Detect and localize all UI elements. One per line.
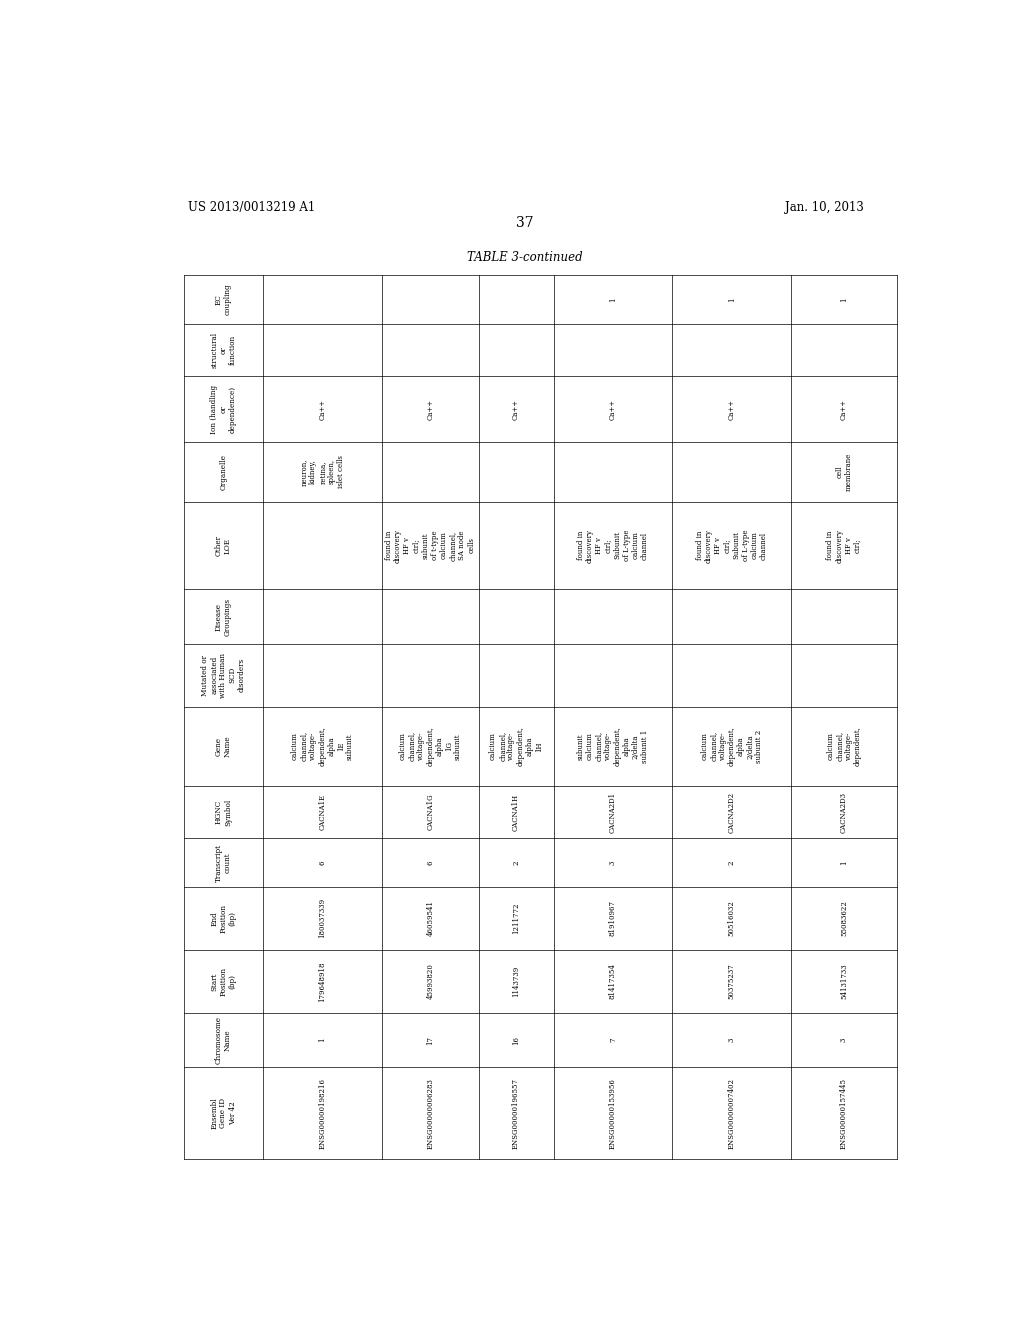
Text: US 2013/0013219 A1: US 2013/0013219 A1: [188, 201, 315, 214]
Text: found in
discovery
HF v
ctrl;
subunit
of t-type
calcium
channel,
SA node
cells: found in discovery HF v ctrl; subunit of…: [385, 528, 476, 562]
Text: calcium
channel,
voltage-
dependent,: calcium channel, voltage- dependent,: [826, 726, 862, 767]
Text: cell
membrane: cell membrane: [836, 453, 853, 491]
Text: 3: 3: [840, 1038, 848, 1043]
Text: 37: 37: [516, 216, 534, 230]
Text: CACNA1H: CACNA1H: [512, 793, 520, 830]
Text: 3: 3: [728, 1038, 736, 1043]
Text: 16: 16: [512, 1036, 520, 1044]
Text: 46059541: 46059541: [426, 900, 434, 936]
Text: Chromosome
Name: Chromosome Name: [215, 1016, 232, 1064]
Text: Ensembl
Gene ID
Ver 42: Ensembl Gene ID Ver 42: [210, 1097, 237, 1129]
Text: Ca++: Ca++: [840, 399, 848, 420]
Text: 1: 1: [840, 861, 848, 865]
Text: 1211772: 1211772: [512, 903, 520, 935]
Text: CACNA2D1: CACNA2D1: [609, 792, 616, 833]
Text: Ca++: Ca++: [318, 399, 327, 420]
Text: ENSG00000196557: ENSG00000196557: [512, 1078, 520, 1148]
Text: calcium
channel,
voltage-
dependent,
alpha
2/delta
subunit 2: calcium channel, voltage- dependent, alp…: [700, 726, 763, 767]
Text: Mutated or
associated
with Human
SCD
disorders: Mutated or associated with Human SCD dis…: [201, 653, 246, 698]
Text: HGNC
Symbol: HGNC Symbol: [215, 799, 232, 826]
Text: ENSG00000157445: ENSG00000157445: [840, 1078, 848, 1148]
Text: 6: 6: [426, 861, 434, 865]
Text: ENSG00000007402: ENSG00000007402: [728, 1078, 736, 1148]
Text: 50375237: 50375237: [728, 964, 736, 999]
Text: 54131733: 54131733: [840, 964, 848, 999]
Text: Ca++: Ca++: [728, 399, 736, 420]
Text: Disease
Groupings: Disease Groupings: [215, 598, 232, 635]
Text: 2: 2: [512, 861, 520, 865]
Text: Ion (handling
or
dependence): Ion (handling or dependence): [210, 384, 237, 434]
Text: 1: 1: [318, 1038, 327, 1043]
Text: 81910967: 81910967: [609, 900, 616, 936]
Text: 81417354: 81417354: [609, 964, 616, 999]
Text: calcium
channel,
voltage-
dependent,
alpha
1G
subunit: calcium channel, voltage- dependent, alp…: [398, 726, 462, 767]
Text: CACNA2D2: CACNA2D2: [728, 792, 736, 833]
Text: CACNA1G: CACNA1G: [426, 793, 434, 830]
Text: ENSG00000198216: ENSG00000198216: [318, 1078, 327, 1148]
Text: subunit
calcium
channel,
voltage-
dependent,
alpha
2/delta
subunit 1: subunit calcium channel, voltage- depend…: [577, 726, 649, 767]
Text: 2: 2: [728, 861, 736, 865]
Text: 55083622: 55083622: [840, 900, 848, 936]
Text: 45993820: 45993820: [426, 964, 434, 999]
Text: found in
discovery
HF v
ctrl;
Subunit
of L-type
calcium
channel: found in discovery HF v ctrl; Subunit of…: [577, 528, 649, 562]
Text: calcium
channel,
voltage-
dependent,
alpha
1E
subunit: calcium channel, voltage- dependent, alp…: [291, 726, 354, 767]
Text: ENSG00000153956: ENSG00000153956: [609, 1078, 616, 1148]
Text: Ca++: Ca++: [609, 399, 616, 420]
Text: Jan. 10, 2013: Jan. 10, 2013: [785, 201, 864, 214]
Text: 179648918: 179648918: [318, 961, 327, 1002]
Text: 6: 6: [318, 861, 327, 865]
Text: 180037339: 180037339: [318, 898, 327, 939]
Text: 1143739: 1143739: [512, 966, 520, 997]
Text: Organelle: Organelle: [219, 454, 227, 490]
Text: 3: 3: [609, 861, 616, 865]
Text: found in
discovery
HF v
ctrl;: found in discovery HF v ctrl;: [826, 528, 862, 562]
Text: CACNA1E: CACNA1E: [318, 795, 327, 830]
Text: Gene
Name: Gene Name: [215, 735, 232, 758]
Text: calcium
channel,
voltage-
dependent,
alpha
1H: calcium channel, voltage- dependent, alp…: [489, 726, 543, 767]
Text: CACNA2D3: CACNA2D3: [840, 792, 848, 833]
Text: EC
coupling: EC coupling: [215, 284, 232, 315]
Text: 1: 1: [609, 297, 616, 302]
Text: ENSG00000006283: ENSG00000006283: [426, 1078, 434, 1148]
Text: found in
discovery
HF v
ctrl;
Subunit
of L-type
calcium
channel: found in discovery HF v ctrl; Subunit of…: [695, 528, 768, 562]
Text: 17: 17: [426, 1036, 434, 1044]
Text: Ca++: Ca++: [512, 399, 520, 420]
Text: 1: 1: [728, 297, 736, 302]
Text: Transcript
count: Transcript count: [215, 843, 232, 882]
Text: 50516032: 50516032: [728, 900, 736, 936]
Text: Ca++: Ca++: [426, 399, 434, 420]
Text: 1: 1: [840, 297, 848, 302]
Text: Other
LOE: Other LOE: [215, 535, 232, 556]
Text: neuron,
kidney,
retina,
spleen,
islet cells: neuron, kidney, retina, spleen, islet ce…: [300, 455, 345, 488]
Text: Start
Position
(bp): Start Position (bp): [210, 966, 237, 995]
Text: structural
or
function: structural or function: [210, 331, 237, 368]
Text: 7: 7: [609, 1038, 616, 1043]
Text: TABLE 3-continued: TABLE 3-continued: [467, 251, 583, 264]
Text: End
Position
(bp): End Position (bp): [210, 904, 237, 933]
